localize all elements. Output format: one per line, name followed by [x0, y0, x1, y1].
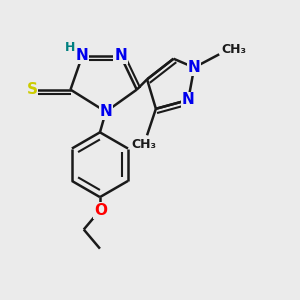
Text: N: N	[182, 92, 195, 107]
Text: O: O	[94, 203, 107, 218]
Text: CH₃: CH₃	[132, 138, 157, 151]
Text: N: N	[76, 48, 89, 63]
Text: S: S	[27, 82, 38, 97]
Text: N: N	[188, 60, 200, 75]
Text: H: H	[65, 41, 75, 54]
Text: CH₃: CH₃	[221, 44, 246, 56]
Text: N: N	[100, 104, 112, 119]
Text: N: N	[114, 48, 127, 63]
